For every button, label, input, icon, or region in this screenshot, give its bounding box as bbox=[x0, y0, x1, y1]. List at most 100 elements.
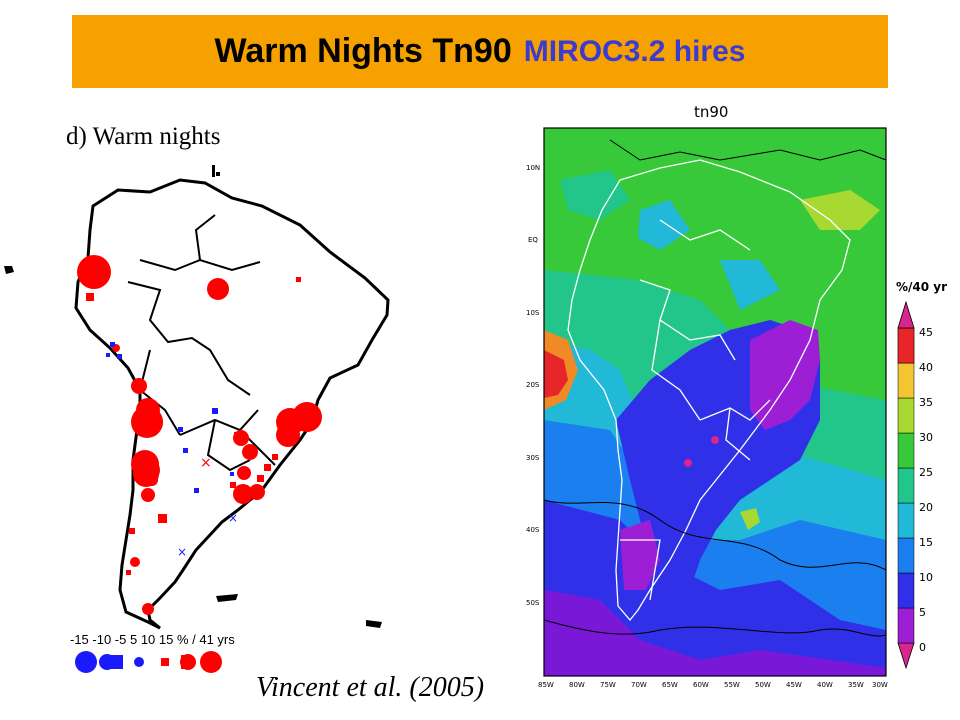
lon-tick-label: 50W bbox=[755, 681, 771, 689]
legend-symbol bbox=[75, 651, 97, 673]
lon-tick-label: 85W bbox=[538, 681, 554, 689]
station-marker bbox=[212, 408, 218, 414]
colorbar-segment bbox=[897, 502, 915, 539]
station-marker bbox=[141, 488, 155, 502]
station-marker bbox=[276, 423, 300, 447]
lat-tick-label: 50S bbox=[526, 599, 540, 607]
lon-axis: 85W 80W 75W 70W 65W 60W 55W 50W 45W 40W … bbox=[538, 681, 888, 689]
station-marker bbox=[237, 466, 251, 480]
island bbox=[216, 594, 238, 602]
colorbar-segment bbox=[897, 607, 915, 644]
colorbar-label: 35 bbox=[919, 396, 933, 409]
model-name: MIROC3.2 hires bbox=[523, 34, 746, 68]
station-marker: × bbox=[200, 455, 212, 471]
colorbar-label: 45 bbox=[919, 326, 933, 339]
colorbar-label: 25 bbox=[919, 466, 933, 479]
station-marker bbox=[183, 448, 188, 453]
station-marker bbox=[146, 474, 158, 486]
station-marker bbox=[230, 482, 236, 488]
model-field bbox=[544, 128, 886, 676]
lat-tick-label: 20S bbox=[526, 381, 540, 389]
lon-tick-label: 60W bbox=[693, 681, 709, 689]
lat-tick-label: 10N bbox=[526, 164, 540, 172]
lat-tick-label: 40S bbox=[526, 526, 540, 534]
south-america-outline bbox=[74, 178, 390, 630]
station-marker bbox=[117, 354, 122, 359]
lon-tick-label: 70W bbox=[631, 681, 647, 689]
station-marker bbox=[131, 406, 163, 438]
model-contours bbox=[543, 139, 887, 637]
colorbar-segment bbox=[897, 362, 915, 399]
model-coastlines bbox=[567, 159, 851, 622]
lon-tick-label: 80W bbox=[569, 681, 585, 689]
colorbar-segment bbox=[897, 537, 915, 574]
station-markers: × × × bbox=[77, 255, 322, 615]
station-marker bbox=[86, 293, 94, 301]
lon-tick-label: 45W bbox=[786, 681, 802, 689]
station-marker bbox=[131, 450, 159, 478]
title-banner: Warm Nights Tn90 MIROC3.2 hires bbox=[72, 15, 888, 88]
colorbar-label: 5 bbox=[919, 606, 926, 619]
colorbar-label: 0 bbox=[919, 641, 926, 654]
legend-symbol bbox=[200, 651, 222, 673]
station-marker bbox=[233, 484, 253, 504]
left-map-heading: d) Warm nights bbox=[66, 123, 221, 150]
colorbar-label: 10 bbox=[919, 571, 933, 584]
station-marker bbox=[178, 427, 183, 432]
model-map-frame bbox=[543, 127, 887, 677]
station-marker bbox=[242, 444, 258, 460]
station-marker bbox=[106, 353, 110, 357]
station-marker bbox=[264, 464, 271, 471]
station-marker bbox=[158, 514, 167, 523]
colorbar-label: 40 bbox=[919, 361, 933, 374]
station-marker bbox=[272, 454, 278, 460]
station-marker bbox=[257, 475, 264, 482]
citation: Vincent et al. (2005) bbox=[256, 672, 485, 703]
model-warm-nights-map: 10N EQ 10S 20S 30S 40S 50S 85W 80W 75W 7… bbox=[526, 127, 933, 689]
station-marker bbox=[234, 432, 240, 438]
colorbar-label: 20 bbox=[919, 501, 933, 514]
island bbox=[4, 266, 14, 274]
legend-symbol bbox=[111, 655, 123, 669]
lon-tick-label: 40W bbox=[817, 681, 833, 689]
island bbox=[216, 172, 220, 176]
lon-tick-label: 30W bbox=[872, 681, 888, 689]
station-marker bbox=[129, 528, 135, 534]
station-marker bbox=[131, 378, 147, 394]
colorbar-top-tip bbox=[897, 300, 915, 329]
lon-tick-label: 65W bbox=[662, 681, 678, 689]
lat-tick-label: 10S bbox=[526, 309, 540, 317]
station-marker bbox=[142, 603, 154, 615]
station-marker bbox=[126, 570, 131, 575]
station-marker bbox=[77, 255, 111, 289]
observed-warm-nights-map: × × × bbox=[4, 165, 390, 673]
island bbox=[212, 165, 215, 177]
lon-tick-label: 55W bbox=[724, 681, 740, 689]
station-marker bbox=[230, 472, 234, 476]
lat-tick-label: 30S bbox=[526, 454, 540, 462]
colorbar-label: 30 bbox=[919, 431, 933, 444]
station-marker bbox=[194, 488, 199, 493]
legend-symbols bbox=[75, 651, 222, 673]
station-marker bbox=[207, 278, 229, 300]
lon-tick-label: 75W bbox=[600, 681, 616, 689]
left-legend-labels: -15 -10 -5 5 10 15 % / 41 yrs bbox=[70, 632, 235, 647]
colorbar-units: %/40 yr bbox=[896, 280, 948, 294]
colorbar-segment bbox=[897, 467, 915, 504]
lat-axis: 10N EQ 10S 20S 30S 40S 50S bbox=[526, 164, 540, 607]
colorbar-label: 15 bbox=[919, 536, 933, 549]
colorbar-segment bbox=[897, 432, 915, 469]
legend-symbol bbox=[181, 655, 189, 669]
legend-symbol bbox=[134, 657, 144, 667]
slide-title: Warm Nights Tn90 bbox=[214, 32, 512, 70]
colorbar-segment bbox=[897, 572, 915, 609]
legend-symbol bbox=[161, 658, 169, 666]
island bbox=[366, 620, 382, 628]
lon-tick-label: 35W bbox=[848, 681, 864, 689]
model-map-title: tn90 bbox=[694, 103, 729, 121]
colorbar-bottom-tip bbox=[897, 642, 915, 670]
station-marker bbox=[130, 557, 140, 567]
station-marker: × bbox=[177, 545, 187, 559]
station-marker bbox=[110, 342, 115, 347]
